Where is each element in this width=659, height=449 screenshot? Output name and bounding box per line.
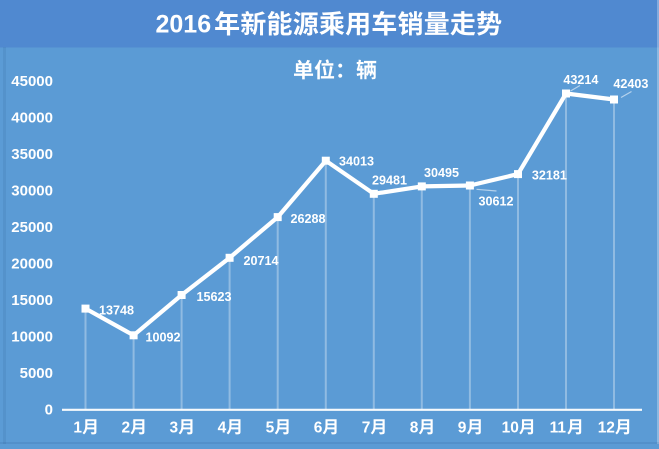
svg-text:0: 0 [45, 401, 53, 418]
svg-text:7: 7 [362, 419, 371, 436]
svg-text:30000: 30000 [11, 182, 53, 199]
svg-text:9: 9 [458, 419, 467, 436]
svg-text:2: 2 [122, 419, 131, 436]
svg-text:10000: 10000 [11, 328, 53, 345]
svg-text:40000: 40000 [11, 109, 53, 126]
svg-text:5000: 5000 [20, 365, 53, 382]
svg-text:15623: 15623 [197, 290, 232, 304]
svg-text:32181: 32181 [532, 169, 567, 183]
svg-text:3: 3 [170, 419, 179, 436]
svg-text:29481: 29481 [372, 173, 407, 187]
svg-text:30495: 30495 [424, 166, 459, 180]
svg-text:34013: 34013 [339, 155, 374, 169]
svg-text:26288: 26288 [291, 212, 326, 226]
svg-text:35000: 35000 [11, 146, 53, 163]
svg-text:8: 8 [410, 419, 419, 436]
svg-text:4: 4 [218, 419, 227, 436]
svg-text:42403: 42403 [613, 77, 648, 91]
svg-text:5: 5 [266, 419, 275, 436]
svg-text:10092: 10092 [146, 331, 181, 345]
svg-text:45000: 45000 [11, 73, 53, 90]
svg-text:43214: 43214 [563, 73, 598, 87]
svg-text:10: 10 [502, 419, 519, 436]
svg-text:6: 6 [314, 419, 323, 436]
svg-text:20000: 20000 [11, 255, 53, 272]
svg-text:11: 11 [550, 419, 567, 436]
svg-text:13748: 13748 [99, 304, 134, 318]
svg-text:20714: 20714 [244, 254, 279, 268]
svg-text:12: 12 [598, 419, 615, 436]
svg-text:2016: 2016 [156, 11, 212, 39]
svg-text:25000: 25000 [11, 219, 53, 236]
svg-text:30612: 30612 [479, 194, 514, 208]
svg-text:15000: 15000 [11, 292, 53, 309]
svg-text:1: 1 [73, 419, 82, 436]
